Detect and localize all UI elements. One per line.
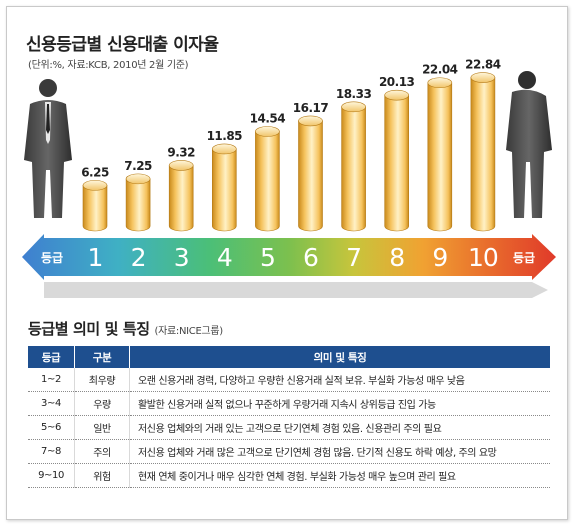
bar-top — [470, 72, 496, 83]
interest-rate-chart: 6.25 7.25 9.32 11.85 14.54 16.17 18.33 20.13 22.… — [22, 58, 556, 298]
bar-1: 6.25 — [81, 165, 109, 232]
tick-label: 7 — [346, 243, 361, 272]
bar-top — [298, 115, 323, 127]
bar-4: 11.85 — [207, 129, 243, 232]
bar-top — [212, 143, 237, 155]
table-row: 5~6 일반 저신용 업체와의 거래 있는 고객으로 단기연체 경험 있음. 신… — [28, 415, 550, 440]
bar-9: 22.04 — [422, 63, 458, 232]
tick-label: 9 — [432, 243, 447, 272]
data-label: 22.84 — [465, 58, 501, 72]
bar-8: 20.13 — [379, 75, 415, 232]
bar-top — [341, 101, 366, 113]
row-meaning: 활발한 신용거래 실적 없으나 꾸준하게 우량거래 지속시 상위등급 진입 가능 — [129, 391, 550, 416]
data-label: 16.17 — [293, 101, 329, 115]
row-category: 최우량 — [74, 368, 130, 392]
header-category: 구분 — [74, 346, 130, 368]
row-category: 일반 — [74, 415, 130, 440]
bar-body — [168, 165, 194, 232]
bar-10: 22.84 — [465, 58, 501, 232]
tick-label: 8 — [389, 243, 404, 272]
bar-body — [470, 77, 496, 232]
bar-2: 7.25 — [124, 159, 153, 232]
bar-body — [427, 82, 453, 232]
table-source: (자료:NICE그룹) — [154, 326, 224, 337]
tick-label: 6 — [303, 243, 318, 272]
header-grade: 등급 — [28, 346, 75, 368]
data-label: 20.13 — [379, 75, 415, 89]
row-meaning: 저신용 업체와의 거래 있는 고객으로 단기연체 경험 있음. 신용관리 주의 … — [129, 415, 550, 440]
row-grade: 7~8 — [28, 439, 75, 464]
table-title: 등급별 의미 및 특징 — [28, 320, 150, 338]
data-label: 11.85 — [207, 129, 243, 143]
table-row: 9~10 위험 현재 연체 중이거나 매우 심각한 연체 경험. 부실화 가능성… — [28, 463, 550, 488]
tick-label: 2 — [131, 243, 146, 272]
arrow-shadow — [44, 282, 548, 298]
data-label: 22.04 — [422, 63, 458, 77]
data-label: 6.25 — [81, 165, 109, 179]
row-meaning: 오랜 신용거래 경력, 다양하고 우량한 신용거래 실적 보유. 부실화 가능성… — [129, 368, 550, 392]
businessman-right-icon — [506, 71, 552, 218]
bar-body — [125, 178, 151, 232]
businessman-left-icon — [24, 79, 72, 218]
grade-table: 등급 구분 의미 및 특징 1~2 최우량 오랜 신용거래 경력, 다양하고 우… — [28, 346, 550, 488]
tick-label: 10 — [468, 243, 498, 272]
bar-body — [298, 120, 323, 232]
row-meaning: 저신용 업체와 거래 많은 고객으로 단기연체 경험 많음. 단기적 신용도 하… — [129, 439, 550, 464]
row-grade: 3~4 — [28, 391, 75, 416]
bar-7: 18.33 — [336, 87, 372, 232]
bar-body — [384, 94, 409, 232]
row-grade: 9~10 — [28, 463, 75, 488]
bar-top — [384, 89, 410, 101]
bar-top — [255, 126, 280, 137]
grade-arrow — [22, 234, 556, 280]
bar-3: 9.32 — [167, 145, 196, 232]
data-label: 7.25 — [124, 159, 152, 173]
chart-subtitle: (단위:%, 자료:KCB, 2010년 2월 기준) — [28, 60, 189, 71]
row-meaning: 현재 연체 중이거나 매우 심각한 연체 경험. 부실화 가능성 매우 높으며 … — [129, 463, 550, 488]
header-meaning: 의미 및 특징 — [129, 346, 550, 368]
row-category: 위험 — [74, 463, 130, 488]
bar-body — [341, 106, 366, 232]
axis-label-right: 등급 — [513, 251, 535, 265]
row-grade: 1~2 — [28, 368, 75, 392]
tick-label: 5 — [260, 243, 275, 272]
data-label: 14.54 — [250, 111, 286, 125]
bar-top — [427, 77, 453, 89]
axis-label-left: 등급 — [41, 251, 63, 265]
data-label: 9.32 — [167, 145, 195, 159]
data-label: 18.33 — [336, 87, 372, 101]
row-grade: 5~6 — [28, 415, 75, 440]
bar-body — [255, 131, 280, 232]
tick-label: 3 — [174, 243, 189, 272]
table-header-row: 등급 구분 의미 및 특징 — [28, 346, 550, 368]
row-category: 주의 — [74, 439, 130, 464]
tick-label: 4 — [217, 243, 232, 272]
table-row: 1~2 최우량 오랜 신용거래 경력, 다양하고 우량한 신용거래 실적 보유.… — [28, 368, 550, 392]
bar-body — [212, 148, 237, 232]
chart-title: 신용등급별 신용대출 이자율 — [26, 35, 219, 55]
table-row: 7~8 주의 저신용 업체와 거래 많은 고객으로 단기연체 경험 많음. 단기… — [28, 439, 550, 464]
bar-6: 16.17 — [293, 101, 329, 232]
table-row: 3~4 우량 활발한 신용거래 실적 없으나 꾸준하게 우량거래 지속시 상위등… — [28, 391, 550, 416]
bar-body — [82, 185, 108, 232]
bar-top — [82, 180, 108, 191]
table-section-title: 등급별 의미 및 특징 (자료:NICE그룹) — [28, 318, 223, 339]
bar-5: 14.54 — [250, 111, 286, 232]
bar-top — [125, 173, 151, 185]
bar-top — [168, 160, 194, 171]
row-category: 우량 — [74, 391, 130, 416]
tick-label: 1 — [88, 243, 103, 272]
